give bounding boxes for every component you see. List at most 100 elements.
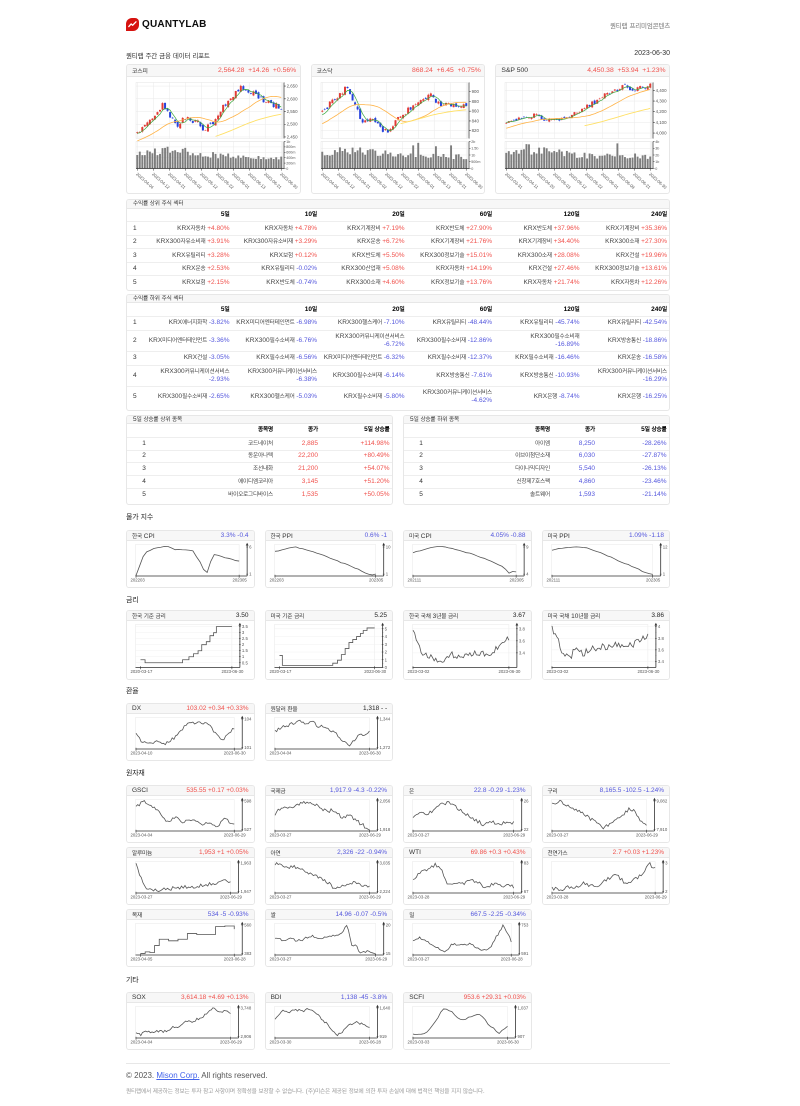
svg-text:2023-03-28: 2023-03-28 xyxy=(407,895,430,900)
svg-text:3.4: 3.4 xyxy=(519,651,526,656)
svg-text:1b: 1b xyxy=(471,153,475,157)
svg-text:4: 4 xyxy=(526,571,529,576)
svg-text:83: 83 xyxy=(524,861,529,866)
svg-text:3.6: 3.6 xyxy=(657,648,664,653)
svg-text:5: 5 xyxy=(384,626,387,631)
svg-text:919: 919 xyxy=(379,1034,387,1039)
svg-text:2023-06-30: 2023-06-30 xyxy=(279,172,299,191)
svg-text:753: 753 xyxy=(521,923,529,928)
svg-text:2,906: 2,906 xyxy=(240,1034,251,1039)
svg-text:1: 1 xyxy=(242,654,245,659)
svg-text:1.5b: 1.5b xyxy=(471,147,478,151)
svg-text:1,918: 1,918 xyxy=(379,827,390,832)
svg-text:2023-06-29: 2023-06-29 xyxy=(636,833,659,838)
svg-text:3.4: 3.4 xyxy=(657,659,664,664)
svg-text:26: 26 xyxy=(524,799,529,804)
svg-text:2023-06-29: 2023-06-29 xyxy=(503,833,526,838)
svg-text:9,082: 9,082 xyxy=(656,799,667,804)
svg-text:2023-06-30: 2023-06-30 xyxy=(221,669,244,674)
svg-text:9: 9 xyxy=(526,544,529,549)
svg-text:3.5: 3.5 xyxy=(242,624,249,629)
svg-text:1,272: 1,272 xyxy=(379,745,390,750)
svg-text:2023-03-27: 2023-03-27 xyxy=(269,833,292,838)
svg-text:104: 104 xyxy=(244,716,252,721)
svg-text:907: 907 xyxy=(518,1034,526,1039)
svg-text:3: 3 xyxy=(665,861,668,866)
svg-text:3,748: 3,748 xyxy=(240,1006,251,1011)
svg-text:202203: 202203 xyxy=(130,577,145,582)
svg-text:2023-04-10: 2023-04-10 xyxy=(130,750,153,755)
svg-text:3b: 3b xyxy=(656,147,660,151)
svg-text:2023-06-29: 2023-06-29 xyxy=(359,833,382,838)
svg-text:0: 0 xyxy=(286,167,288,171)
svg-text:4: 4 xyxy=(384,634,387,639)
svg-text:2023-03-27: 2023-03-27 xyxy=(546,833,569,838)
svg-text:12: 12 xyxy=(662,544,667,549)
svg-text:2023-06-29: 2023-06-29 xyxy=(220,1040,243,1045)
svg-text:3.8: 3.8 xyxy=(657,636,664,641)
svg-text:0.5: 0.5 xyxy=(242,660,249,665)
svg-text:800m: 800m xyxy=(286,145,295,149)
svg-text:1,947: 1,947 xyxy=(240,889,251,894)
svg-text:2023-06-29: 2023-06-29 xyxy=(365,957,388,962)
svg-text:1.5: 1.5 xyxy=(242,648,249,653)
svg-text:2023-03-27: 2023-03-27 xyxy=(269,957,292,962)
svg-text:2023-03-03: 2023-03-03 xyxy=(408,1040,431,1045)
svg-text:820: 820 xyxy=(471,128,479,133)
svg-text:67: 67 xyxy=(524,889,529,894)
svg-text:2020-03-17: 2020-03-17 xyxy=(269,669,292,674)
svg-text:900: 900 xyxy=(471,89,479,94)
svg-text:2023-03-28: 2023-03-28 xyxy=(546,895,569,900)
svg-text:1,640: 1,640 xyxy=(379,1006,390,1011)
svg-text:4,100: 4,100 xyxy=(656,120,668,125)
svg-text:2,650: 2,650 xyxy=(287,84,299,89)
svg-text:2023-03-27: 2023-03-27 xyxy=(269,895,292,900)
svg-text:1: 1 xyxy=(385,571,388,576)
svg-text:2023-06-30: 2023-06-30 xyxy=(637,669,660,674)
svg-text:2023-04-05: 2023-04-05 xyxy=(130,957,153,962)
svg-text:527: 527 xyxy=(244,827,252,832)
svg-text:101: 101 xyxy=(244,745,252,750)
svg-text:600m: 600m xyxy=(286,151,295,155)
svg-text:2,056: 2,056 xyxy=(379,799,390,804)
svg-text:202305: 202305 xyxy=(232,577,247,582)
svg-text:1,037: 1,037 xyxy=(518,1006,529,1011)
svg-text:2: 2 xyxy=(665,889,668,894)
svg-text:4,300: 4,300 xyxy=(656,99,668,104)
svg-text:2023-06-28: 2023-06-28 xyxy=(501,957,524,962)
svg-text:2.5: 2.5 xyxy=(242,636,249,641)
svg-text:7,910: 7,910 xyxy=(656,827,667,832)
svg-text:2023-03-02: 2023-03-02 xyxy=(546,669,569,674)
svg-text:2023-06-30: 2023-06-30 xyxy=(464,172,484,191)
svg-text:2023-06-30: 2023-06-30 xyxy=(364,669,387,674)
svg-text:200m: 200m xyxy=(286,161,295,165)
svg-text:2023-03-02: 2023-03-02 xyxy=(407,669,430,674)
svg-text:1: 1 xyxy=(662,571,665,576)
svg-text:4: 4 xyxy=(657,624,660,629)
svg-text:2023-03-27: 2023-03-27 xyxy=(408,957,431,962)
svg-text:2,500: 2,500 xyxy=(287,122,299,127)
svg-text:560: 560 xyxy=(244,923,252,928)
svg-text:20: 20 xyxy=(385,923,390,928)
svg-text:1b: 1b xyxy=(286,140,290,144)
svg-text:2023-06-30: 2023-06-30 xyxy=(224,750,247,755)
svg-text:1: 1 xyxy=(249,571,252,576)
svg-text:2023-03-27: 2023-03-27 xyxy=(130,895,153,900)
svg-text:2023-04-04: 2023-04-04 xyxy=(269,750,292,755)
svg-text:4,000: 4,000 xyxy=(656,131,668,136)
svg-text:2020-03-17: 2020-03-17 xyxy=(130,669,153,674)
svg-text:202305: 202305 xyxy=(509,577,524,582)
svg-text:202203: 202203 xyxy=(269,577,284,582)
svg-text:3,035: 3,035 xyxy=(379,861,390,866)
svg-text:202111: 202111 xyxy=(407,577,421,582)
svg-text:1: 1 xyxy=(384,657,387,662)
svg-text:2b: 2b xyxy=(471,140,475,144)
svg-text:202111: 202111 xyxy=(546,577,560,582)
svg-text:3.8: 3.8 xyxy=(519,626,526,631)
svg-text:400m: 400m xyxy=(286,156,295,160)
svg-text:2: 2 xyxy=(384,650,387,655)
svg-text:2: 2 xyxy=(242,642,245,647)
svg-text:2023-06-28: 2023-06-28 xyxy=(359,1040,382,1045)
svg-text:10: 10 xyxy=(385,544,390,549)
svg-text:2,550: 2,550 xyxy=(287,109,299,114)
